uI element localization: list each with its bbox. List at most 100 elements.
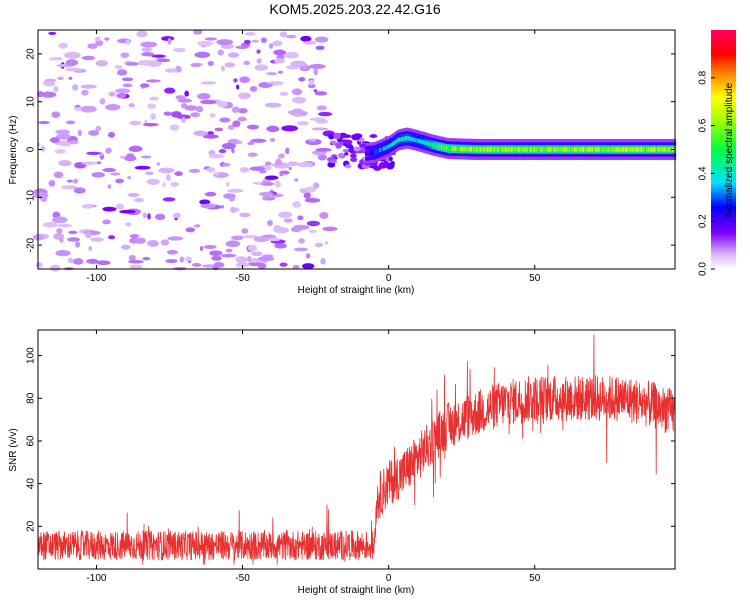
- heatmap-noise-blob: [225, 248, 233, 253]
- heatmap-noise-blob: [238, 92, 251, 100]
- heatmap-ridge-cell: [444, 145, 447, 151]
- heatmap-noise-blob: [267, 219, 273, 227]
- heatmap-marks: [32, 29, 677, 272]
- heatmap-ridge-cell: [516, 147, 519, 152]
- heatmap-ridge-cell: [484, 147, 487, 152]
- heatmap-ridge-cell: [435, 143, 438, 149]
- heatmap-ridge-cell: [544, 147, 547, 152]
- heatmap-noise-blob: [96, 161, 102, 165]
- heatmap-noise-blob: [58, 42, 68, 49]
- heatmap-noise-blob: [243, 60, 251, 66]
- heatmap-cluster-blob: [329, 159, 338, 164]
- heatmap-noise-blob: [292, 108, 304, 114]
- heatmap-ridge-cell: [437, 144, 440, 149]
- heatmap-ridge-cell: [559, 147, 563, 152]
- heatmap-ridge-cell: [402, 136, 405, 142]
- heatmap-ridge-cell: [409, 136, 412, 141]
- heatmap-noise-blob: [275, 158, 282, 166]
- heatmap-noise-blob: [145, 171, 155, 175]
- heatmap-noise-blob: [72, 84, 79, 91]
- heatmap-noise-blob: [266, 125, 280, 133]
- heatmap-ridge-cell: [580, 147, 584, 152]
- heatmap-ridge-cell: [614, 147, 617, 152]
- heatmap-ridge-cell: [644, 147, 647, 152]
- heatmap-noise-blob: [107, 184, 112, 189]
- heatmap-noise-blob: [221, 142, 236, 150]
- heatmap-noise-blob: [126, 61, 139, 66]
- snr-x-axis-label: Height of straight line (km): [298, 585, 415, 596]
- heatmap-cluster-blob: [333, 132, 341, 140]
- heatmap-noise-blob: [294, 112, 301, 118]
- heatmap-noise-blob: [91, 171, 105, 178]
- heatmap-noise-blob: [251, 39, 260, 43]
- heatmap-ridge-cell: [445, 146, 449, 151]
- heatmap-ridge-cell: [621, 147, 624, 152]
- heatmap-noise-blob: [291, 96, 307, 104]
- snr-y-tick-label: 20: [26, 520, 37, 532]
- heatmap-noise-blob: [311, 127, 329, 131]
- heatmap-noise-blob: [65, 59, 79, 67]
- heatmap-noise-blob: [147, 103, 157, 109]
- heatmap-noise-blob: [204, 37, 218, 41]
- heatmap-ridge-cell: [530, 147, 533, 152]
- heatmap-noise-blob: [86, 258, 99, 264]
- heatmap-ridge-cell: [368, 150, 372, 156]
- heatmap-x-ticks: -100 -50 0 50: [86, 30, 541, 284]
- heatmap-noise-blob: [77, 129, 82, 137]
- heatmap-ridge-cell: [440, 144, 443, 150]
- snr-y-tick-label: 40: [26, 478, 37, 490]
- heatmap-noise-blob: [64, 67, 82, 72]
- heatmap-ridge-cell: [502, 147, 505, 152]
- heatmap-ridge-cell: [395, 139, 398, 144]
- heatmap-ridge-cell: [438, 144, 442, 149]
- heatmap-noise-blob: [231, 106, 240, 113]
- heatmap-ridge-cell: [628, 147, 631, 152]
- heatmap-noise-blob: [114, 65, 123, 69]
- heatmap-ridge-cell: [482, 147, 485, 152]
- heatmap-noise-blob: [88, 245, 93, 251]
- heatmap-cluster-blob: [344, 143, 354, 149]
- heatmap-noise-blob: [119, 209, 136, 214]
- heatmap-cluster-blob: [341, 134, 352, 139]
- heatmap-noise-blob: [125, 222, 132, 227]
- heatmap-ridge-cell: [375, 149, 379, 154]
- heatmap-noise-blob: [305, 253, 311, 259]
- snr-series-line: [37, 334, 676, 565]
- heatmap-noise-blob: [194, 51, 211, 58]
- heatmap-ridge-cell: [480, 147, 484, 152]
- heatmap-noise-blob: [185, 227, 196, 233]
- heatmap-noise-blob: [122, 83, 133, 88]
- heatmap-ridge-cell: [496, 147, 500, 152]
- heatmap-ridge-cell: [421, 139, 424, 145]
- heatmap-ridge-cell: [459, 146, 463, 152]
- heatmap-y-tick-label: 0: [26, 146, 37, 152]
- heatmap-ridge-cell: [649, 147, 652, 152]
- heatmap-ridge-cell: [615, 147, 619, 152]
- heatmap-ridge-cell: [626, 147, 629, 152]
- heatmap-noise-blob: [269, 137, 276, 142]
- heatmap-ridge-cell: [491, 147, 494, 152]
- heatmap-noise-blob: [262, 195, 271, 201]
- heatmap-noise-blob: [193, 130, 208, 136]
- heatmap-ridge-cell: [412, 137, 415, 142]
- colorbar-tick-label: 0.0: [698, 262, 709, 276]
- heatmap-ridge-cell: [598, 147, 601, 152]
- heatmap-ridge-cell: [656, 147, 659, 152]
- heatmap-noise-blob: [219, 117, 231, 123]
- heatmap-noise-blob: [304, 186, 317, 193]
- heatmap-noise-blob: [128, 103, 135, 108]
- heatmap-noise-blob: [156, 58, 171, 63]
- heatmap-ridge-cell: [563, 147, 566, 152]
- heatmap-noise-blob: [114, 88, 131, 94]
- heatmap-ridge-cell: [424, 140, 428, 146]
- heatmap-ridge-cell: [533, 147, 536, 152]
- heatmap-noise-blob: [313, 89, 318, 93]
- heatmap-noise-blob: [315, 45, 325, 50]
- heatmap-ridge-cell: [661, 147, 664, 152]
- heatmap-noise-blob: [67, 257, 74, 264]
- heatmap-noise-blob: [273, 227, 290, 234]
- heatmap-noise-blob: [140, 41, 158, 48]
- heatmap-noise-blob: [36, 142, 41, 147]
- heatmap-noise-blob: [191, 262, 202, 267]
- heatmap-noise-blob: [107, 131, 116, 138]
